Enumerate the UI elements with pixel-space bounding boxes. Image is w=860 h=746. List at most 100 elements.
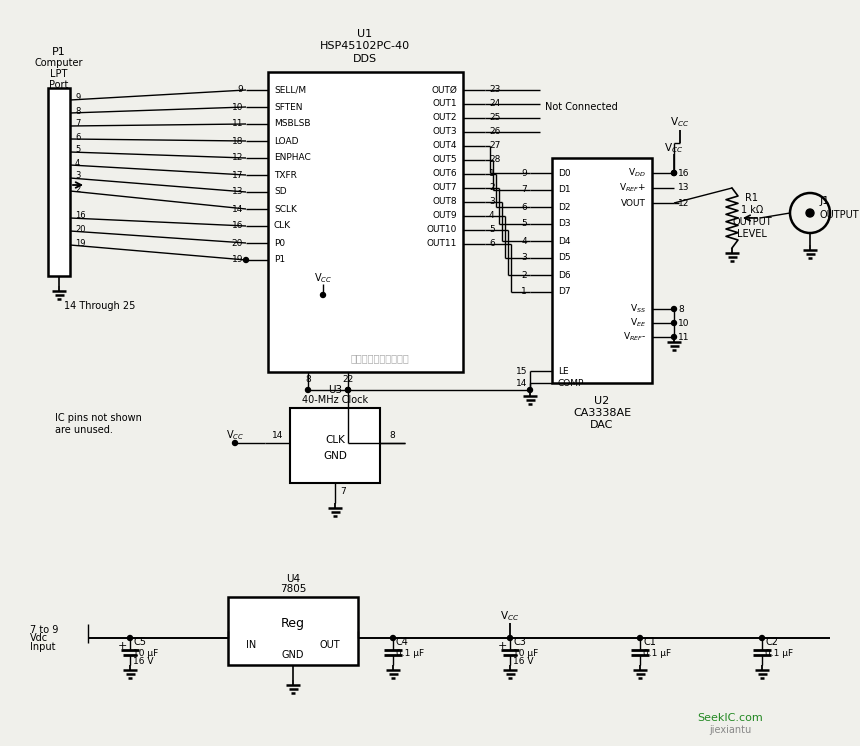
Text: HSP45102PC-40: HSP45102PC-40 [320, 41, 410, 51]
Text: 0.1 μF: 0.1 μF [643, 648, 671, 657]
Text: V$_{CC}$: V$_{CC}$ [226, 428, 244, 442]
Text: OUT9: OUT9 [433, 212, 457, 221]
Text: 4: 4 [489, 212, 494, 221]
Text: LOAD: LOAD [274, 137, 298, 145]
Text: 7: 7 [75, 119, 80, 128]
Circle shape [321, 292, 325, 298]
Text: 2: 2 [489, 184, 494, 192]
Text: 11: 11 [231, 119, 243, 128]
Text: 2: 2 [521, 271, 527, 280]
Text: 16 V: 16 V [133, 657, 153, 666]
Text: V$_{EE}$: V$_{EE}$ [630, 317, 646, 329]
Text: 13: 13 [678, 184, 690, 192]
Text: 2: 2 [75, 184, 80, 193]
Text: 22: 22 [342, 375, 353, 384]
Text: 10: 10 [678, 319, 690, 327]
Text: 13: 13 [231, 187, 243, 196]
Circle shape [672, 307, 677, 312]
Text: 0.1 μF: 0.1 μF [396, 648, 424, 657]
Text: Not Connected: Not Connected [545, 102, 617, 112]
Text: V$_{DD}$: V$_{DD}$ [629, 167, 646, 179]
Text: DDS: DDS [353, 54, 377, 64]
Text: 7: 7 [340, 486, 346, 495]
Text: TXFR: TXFR [274, 171, 297, 180]
Text: P1: P1 [52, 47, 66, 57]
Text: 12: 12 [231, 154, 243, 163]
Text: 4: 4 [521, 236, 527, 245]
Text: OUT10: OUT10 [427, 225, 457, 234]
Text: OUT: OUT [319, 640, 340, 650]
Text: OUT7: OUT7 [433, 184, 457, 192]
Text: 16: 16 [231, 222, 243, 231]
Text: OUTØ: OUTØ [431, 86, 457, 95]
Text: MSBLSB: MSBLSB [274, 119, 310, 128]
Circle shape [672, 321, 677, 325]
Text: 12: 12 [678, 198, 690, 207]
Circle shape [390, 636, 396, 641]
Text: +: + [118, 641, 127, 651]
Text: OUT3: OUT3 [433, 128, 457, 137]
Text: 1: 1 [521, 287, 527, 296]
Text: P0: P0 [274, 239, 286, 248]
Text: 15: 15 [515, 366, 527, 375]
Text: 20: 20 [231, 239, 243, 248]
Text: LEVEL: LEVEL [737, 229, 767, 239]
Circle shape [243, 257, 249, 263]
Text: 7 to 9: 7 to 9 [30, 625, 58, 635]
Circle shape [127, 636, 132, 641]
Text: V$_{SS}$: V$_{SS}$ [630, 303, 646, 316]
Bar [290, 408, 380, 483]
Text: 25: 25 [489, 113, 501, 122]
Bar [552, 158, 652, 383]
Text: Computer: Computer [34, 58, 83, 68]
Text: 19: 19 [231, 255, 243, 265]
Text: 10: 10 [231, 102, 243, 111]
Text: CLK: CLK [325, 435, 345, 445]
Circle shape [507, 636, 513, 641]
Text: 18: 18 [231, 137, 243, 145]
Circle shape [232, 440, 237, 445]
Text: 9: 9 [237, 86, 243, 95]
Text: 杭州将蓉科技有限公司: 杭州将蓉科技有限公司 [351, 353, 409, 363]
Text: 0.1 μF: 0.1 μF [765, 648, 793, 657]
Text: 14: 14 [516, 378, 527, 387]
Text: ENPHAC: ENPHAC [274, 154, 310, 163]
Text: V$_{REF}$-: V$_{REF}$- [623, 330, 646, 343]
Text: V$_{CC}$: V$_{CC}$ [670, 115, 690, 129]
Text: SCLK: SCLK [274, 204, 297, 213]
Text: 14: 14 [231, 204, 243, 213]
Circle shape [637, 636, 642, 641]
Text: U3: U3 [328, 385, 342, 395]
Text: 19: 19 [75, 239, 85, 248]
Text: IN: IN [246, 640, 256, 650]
Text: 20: 20 [75, 225, 85, 233]
Text: C4: C4 [396, 637, 408, 647]
Text: V$_{CC}$: V$_{CC}$ [314, 271, 332, 285]
Text: 6: 6 [489, 239, 494, 248]
Text: 16: 16 [678, 169, 690, 178]
Bar [268, 72, 463, 372]
Text: DAC: DAC [590, 420, 614, 430]
Circle shape [305, 387, 310, 392]
Text: OUT5: OUT5 [433, 155, 457, 165]
Text: OUTPUT: OUTPUT [732, 217, 771, 227]
Text: D7: D7 [558, 287, 571, 296]
Text: 17: 17 [231, 171, 243, 180]
Text: LE: LE [558, 366, 568, 375]
Text: 7: 7 [521, 186, 527, 195]
Text: OUT6: OUT6 [433, 169, 457, 178]
Text: 7805: 7805 [280, 584, 306, 594]
Text: 14: 14 [273, 431, 284, 440]
Text: 26: 26 [489, 128, 501, 137]
Text: U1: U1 [358, 29, 372, 39]
Text: D0: D0 [558, 169, 571, 178]
Text: 8: 8 [389, 431, 395, 440]
Circle shape [759, 636, 765, 641]
Text: OUT8: OUT8 [433, 198, 457, 207]
Text: 40-MHz Clock: 40-MHz Clock [302, 395, 368, 405]
Text: C5: C5 [133, 637, 146, 647]
Circle shape [672, 171, 677, 175]
Text: OUT1: OUT1 [433, 99, 457, 108]
Text: 8: 8 [678, 304, 684, 313]
Text: V$_{REF}$+: V$_{REF}$+ [619, 182, 646, 194]
